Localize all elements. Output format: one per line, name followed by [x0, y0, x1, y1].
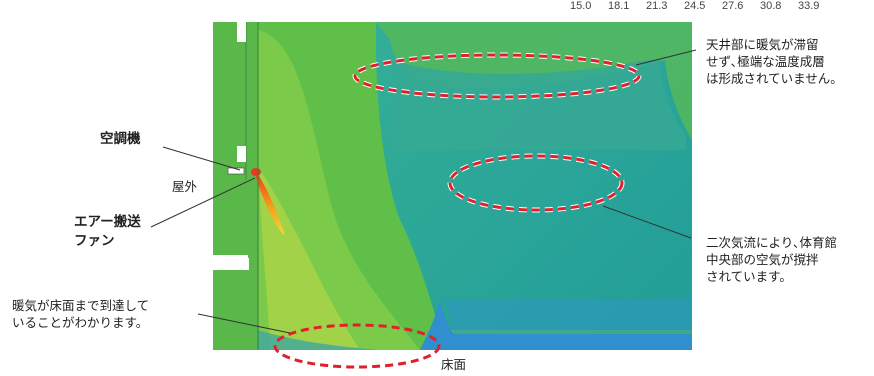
aircon-label: 空調機	[100, 131, 141, 147]
wall-window-mid	[237, 146, 246, 162]
scale-tick: 27.6	[722, 0, 744, 12]
fan-label: エアー搬送 ファン	[74, 213, 141, 251]
floor-label: 床面	[441, 357, 467, 372]
wall-notch-low	[241, 258, 249, 270]
outside-label: 屋外	[172, 179, 198, 194]
note-line: は形成されていません。	[706, 71, 843, 86]
note-line: 中央部の空気が撹拌	[706, 252, 819, 267]
warm-plume-core	[260, 170, 360, 350]
floor-highlight	[273, 323, 441, 369]
floor-blue-top	[445, 300, 692, 336]
temperature-scale: 15.0 18.1 21.3 24.5 27.6 30.8 33.9	[560, 0, 874, 16]
wall-window-top	[237, 22, 246, 42]
jet-outlet	[251, 168, 261, 176]
note-line: 暖気が床面まで到達して	[12, 298, 150, 313]
ceiling-note: 天井部に暖気が滞留 せず､極端な温度成層 は形成されていません。	[706, 36, 843, 87]
aircon-unit	[227, 167, 245, 175]
note-line: せず､極端な温度成層	[706, 54, 825, 69]
scale-tick: 15.0	[570, 0, 592, 12]
room-domain	[213, 22, 692, 350]
scale-tick: 21.3	[646, 0, 668, 12]
fan-label-line: エアー搬送	[74, 214, 141, 230]
highlight-ellipses	[273, 52, 642, 369]
note-line: いることがわかります。	[12, 315, 149, 330]
note-line: 二次気流により､体育館	[706, 235, 838, 250]
scale-tick: 33.9	[798, 0, 820, 12]
floor-reach-note: 暖気が床面まで到達して いることがわかります。	[12, 297, 149, 331]
note-line: されています。	[706, 269, 792, 284]
scale-tick: 30.8	[760, 0, 782, 12]
ceiling-teal-inner	[395, 59, 686, 151]
leader-lines	[150, 49, 697, 334]
floor-blue-layer	[420, 300, 692, 350]
left-floor-blue	[258, 330, 380, 350]
scale-tick: 18.1	[608, 0, 630, 12]
secondary-flow-note: 二次気流により､体育館 中央部の空気が撹拌 されています。	[706, 234, 837, 285]
fan-label-line: ファン	[74, 233, 115, 249]
hot-air-jet	[253, 168, 285, 235]
note-line: 天井部に暖気が滞留	[706, 37, 819, 52]
wall-column	[213, 22, 258, 350]
scale-tick: 24.5	[684, 0, 706, 12]
